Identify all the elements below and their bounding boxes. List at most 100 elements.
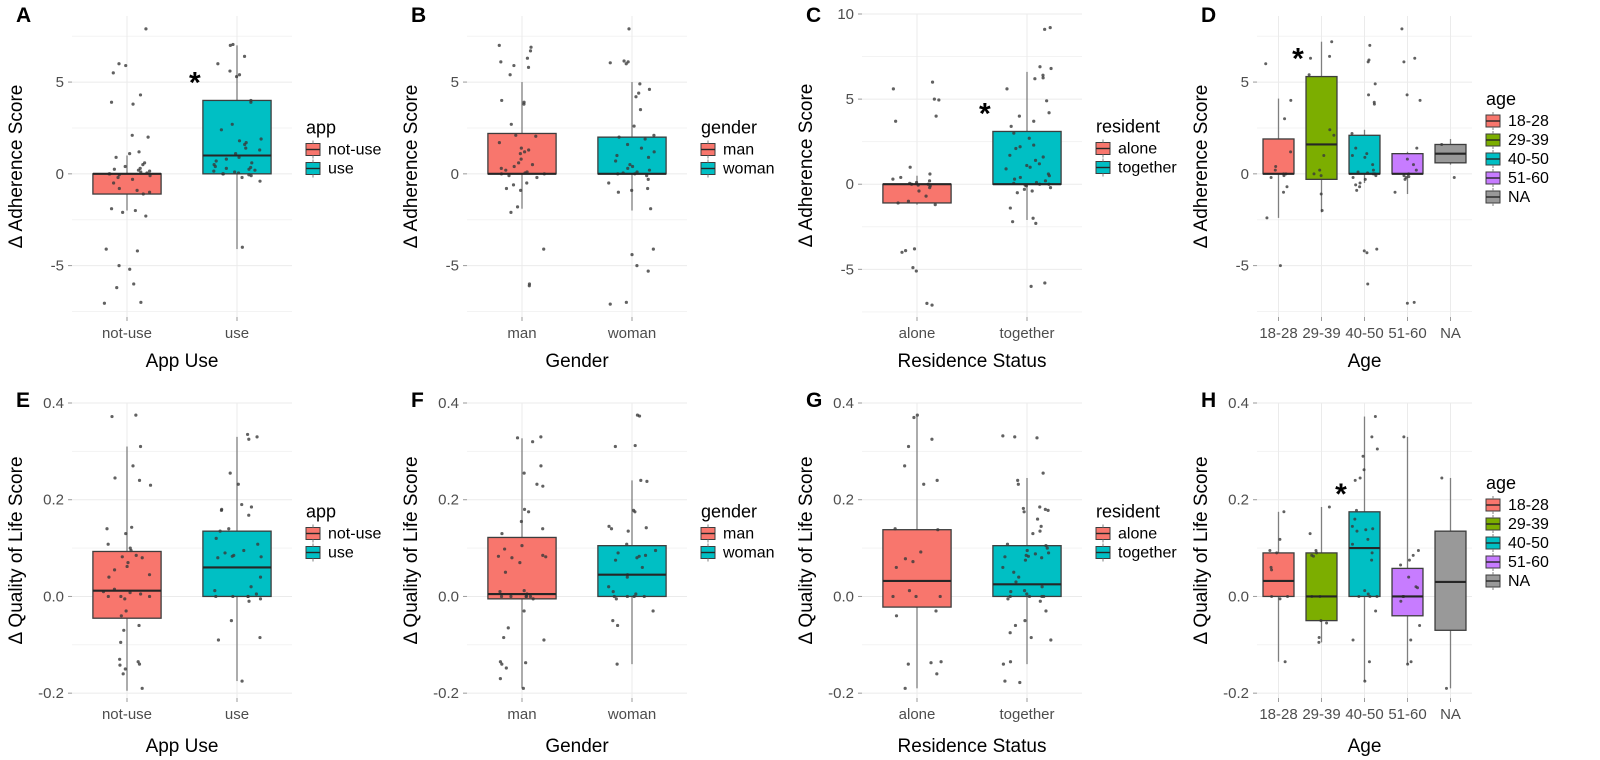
legend-item-together[interactable]: together bbox=[1095, 543, 1177, 562]
legend-label: 40-50 bbox=[1508, 151, 1549, 168]
legend-item-man[interactable]: man bbox=[700, 524, 754, 543]
x-tick-label: 51-60 bbox=[1388, 325, 1426, 342]
y-tick-label: 0.0 bbox=[438, 588, 459, 605]
jitter-points-d-29-39 bbox=[1307, 40, 1336, 213]
y-axis-title: Δ Adherence Score bbox=[796, 84, 817, 248]
legend-item-na[interactable]: NA bbox=[1485, 572, 1531, 590]
y-tick-label: 0 bbox=[56, 166, 64, 183]
legend-title-f: gender bbox=[701, 502, 757, 522]
y-tick-label: 0.4 bbox=[833, 395, 854, 412]
x-tick-label: 18-28 bbox=[1259, 706, 1297, 723]
legend-item-use[interactable]: use bbox=[305, 159, 354, 178]
legend-label: 40-50 bbox=[1508, 535, 1549, 552]
significance-star-d: * bbox=[1292, 43, 1304, 76]
legend-label: alone bbox=[1118, 526, 1157, 543]
panel-f: -0.2 0.0 0.2 0.4 man woman Gender Δ Quality of … bbox=[395, 375, 795, 760]
panel-tag-e: E bbox=[16, 389, 30, 412]
y-tick-label: 0.2 bbox=[438, 492, 459, 509]
significance-star-h: * bbox=[1335, 478, 1347, 511]
legend-label: woman bbox=[722, 545, 775, 562]
panel-tag-d: D bbox=[1201, 4, 1216, 27]
x-tick-label: NA bbox=[1440, 325, 1461, 342]
legend-label: not-use bbox=[328, 526, 381, 543]
boxplot-d-18-28 bbox=[1262, 98, 1295, 218]
jitter-points-e-use bbox=[213, 432, 263, 683]
legend-label: 51-60 bbox=[1508, 554, 1549, 571]
x-tick-label: together bbox=[999, 325, 1054, 342]
legend-item-40-50[interactable]: 40-50 bbox=[1485, 150, 1549, 168]
boxplot-h-na bbox=[1434, 477, 1467, 689]
legend-label: use bbox=[328, 545, 354, 562]
y-tick-label: 0 bbox=[451, 166, 459, 183]
significance-star-c: * bbox=[979, 97, 991, 130]
panel-tag-f: F bbox=[411, 389, 424, 412]
legend-label: woman bbox=[722, 161, 775, 178]
x-axis-title: Gender bbox=[545, 351, 609, 372]
legend-title-b: gender bbox=[701, 118, 757, 138]
legend-item-40-50[interactable]: 40-50 bbox=[1485, 534, 1549, 552]
panel-e: -0.2 0.0 0.2 0.4 not-use use App Use Δ Quality … bbox=[0, 375, 400, 760]
legend-label: 29-39 bbox=[1508, 516, 1549, 533]
boxplot-f-man bbox=[487, 438, 557, 689]
legend-item-29-39[interactable]: 29-39 bbox=[1485, 515, 1549, 533]
legend-title-g: resident bbox=[1096, 502, 1160, 522]
legend-title-e: app bbox=[306, 502, 336, 522]
legend-label: NA bbox=[1508, 573, 1531, 590]
y-tick-label: 0.2 bbox=[43, 492, 64, 509]
legend-item-alone[interactable]: alone bbox=[1095, 524, 1157, 543]
legend-item-together[interactable]: together bbox=[1095, 158, 1177, 177]
y-tick-label: 0.0 bbox=[43, 588, 64, 605]
legend-item-man[interactable]: man bbox=[700, 140, 754, 159]
x-tick-label: man bbox=[507, 706, 536, 723]
legend-label: together bbox=[1118, 160, 1177, 177]
jitter-points-e-not-use bbox=[101, 413, 153, 690]
legend-item-woman[interactable]: woman bbox=[700, 159, 775, 178]
y-tick-label: 0 bbox=[1241, 166, 1249, 183]
jitter-points-d-18-28 bbox=[1264, 62, 1293, 268]
x-axis-title: App Use bbox=[146, 736, 219, 757]
x-axis-title: Gender bbox=[545, 736, 609, 757]
x-tick-label: woman bbox=[607, 325, 656, 342]
x-tick-label: use bbox=[225, 325, 249, 342]
legend-label: NA bbox=[1508, 189, 1531, 206]
x-axis-title: App Use bbox=[146, 351, 219, 372]
legend-item-29-39[interactable]: 29-39 bbox=[1485, 131, 1549, 149]
x-axis-title: Age bbox=[1348, 351, 1382, 372]
panel-h: * -0.2 0.0 0.2 0.4 18-28 29-39 40-50 51-60 NA Age Δ… bbox=[1185, 375, 1600, 760]
x-tick-label: use bbox=[225, 706, 249, 723]
y-tick-label: 0.4 bbox=[43, 395, 64, 412]
y-tick-label: 10 bbox=[837, 6, 854, 23]
panel-a: * -5 0 5 not-use use App Use Δ Adherence Score A… bbox=[0, 0, 400, 375]
y-axis-title: Δ Adherence Score bbox=[6, 85, 27, 249]
x-tick-label: together bbox=[999, 706, 1054, 723]
boxplot-h-40-50 bbox=[1348, 416, 1381, 682]
boxplot-g-alone bbox=[882, 416, 952, 689]
legend-item-18-28[interactable]: 18-28 bbox=[1485, 112, 1549, 130]
y-tick-label: -5 bbox=[841, 261, 854, 278]
legend-item-not-use[interactable]: not-use bbox=[305, 524, 381, 543]
x-tick-label: alone bbox=[899, 706, 936, 723]
legend-item-alone[interactable]: alone bbox=[1095, 139, 1157, 158]
legend-item-woman[interactable]: woman bbox=[700, 543, 775, 562]
legend-item-na[interactable]: NA bbox=[1485, 188, 1531, 206]
legend-item-not-use[interactable]: not-use bbox=[305, 140, 381, 159]
legend-label: 18-28 bbox=[1508, 497, 1549, 514]
legend-item-51-60[interactable]: 51-60 bbox=[1485, 169, 1549, 187]
y-tick-label: 5 bbox=[1241, 74, 1249, 91]
y-axis-title: Δ Quality of Life Score bbox=[401, 456, 422, 644]
legend-item-51-60[interactable]: 51-60 bbox=[1485, 553, 1549, 571]
boxplot-h-29-39 bbox=[1305, 506, 1338, 643]
x-tick-label: 29-39 bbox=[1302, 706, 1340, 723]
boxplot-e-use bbox=[202, 436, 272, 682]
legend-label: 18-28 bbox=[1508, 113, 1549, 130]
y-tick-label: 5 bbox=[56, 74, 64, 91]
legend-item-18-28[interactable]: 18-28 bbox=[1485, 496, 1549, 514]
x-tick-label: 40-50 bbox=[1345, 325, 1383, 342]
legend-item-use[interactable]: use bbox=[305, 543, 354, 562]
legend-label: together bbox=[1118, 545, 1177, 562]
x-tick-label: 29-39 bbox=[1302, 325, 1340, 342]
panel-d: * -5 0 5 18-28 29-39 40-50 51-60 NA Age Δ Adherenc… bbox=[1185, 0, 1600, 375]
x-tick-label: man bbox=[507, 325, 536, 342]
jitter-points-h-18-28 bbox=[1268, 510, 1290, 664]
panel-tag-h: H bbox=[1201, 389, 1216, 412]
